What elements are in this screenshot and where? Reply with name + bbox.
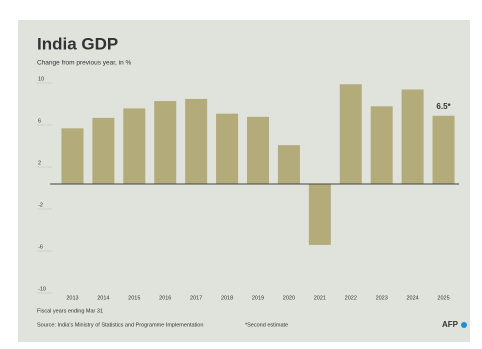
bar	[339, 84, 362, 184]
bar	[308, 184, 331, 245]
x-tick-label: 2013	[66, 295, 78, 301]
x-tick-label: 2019	[252, 295, 264, 301]
x-tick-label: 2023	[376, 295, 388, 301]
x-tick-label: 2017	[190, 295, 202, 301]
footnote: *Second estimate	[245, 322, 288, 328]
chart-title: India GDP	[37, 34, 118, 53]
y-tick-label: 6	[38, 118, 41, 124]
bar	[277, 145, 300, 184]
bar	[432, 115, 455, 184]
bar	[370, 106, 393, 184]
bar	[154, 101, 177, 184]
chart-subtitle: Change from previous year, in %	[37, 60, 132, 67]
source: Source: India's Ministry of Statistics a…	[37, 322, 203, 328]
bar	[216, 113, 239, 184]
x-tick-label: 2024	[406, 295, 418, 301]
y-tick-label: -6	[38, 244, 43, 250]
x-tick-label: 2022	[345, 295, 357, 301]
bar	[123, 108, 146, 184]
x-tick-label: 2015	[128, 295, 140, 301]
y-tick-label: -10	[38, 286, 46, 292]
y-tick-label: 2	[38, 160, 41, 166]
bar	[247, 116, 269, 184]
x-tick-label: 2016	[159, 295, 171, 301]
credit-dot	[461, 322, 467, 328]
x-tick-label: 2018	[221, 295, 233, 301]
x-tick-label: 2025	[437, 295, 449, 301]
bar	[61, 128, 84, 184]
x-tick-label: 2020	[283, 295, 295, 301]
x-tick-label: 2014	[97, 295, 109, 301]
bar	[401, 89, 424, 184]
value-label: 6.5*	[436, 102, 451, 111]
y-tick-label: -2	[38, 202, 43, 208]
bar	[92, 117, 115, 184]
y-tick-label: 10	[38, 76, 44, 82]
bar	[185, 98, 208, 184]
credit: AFP	[442, 320, 459, 329]
x-tick-label: 2021	[314, 295, 326, 301]
note: Fiscal years ending Mar 31	[37, 308, 103, 314]
